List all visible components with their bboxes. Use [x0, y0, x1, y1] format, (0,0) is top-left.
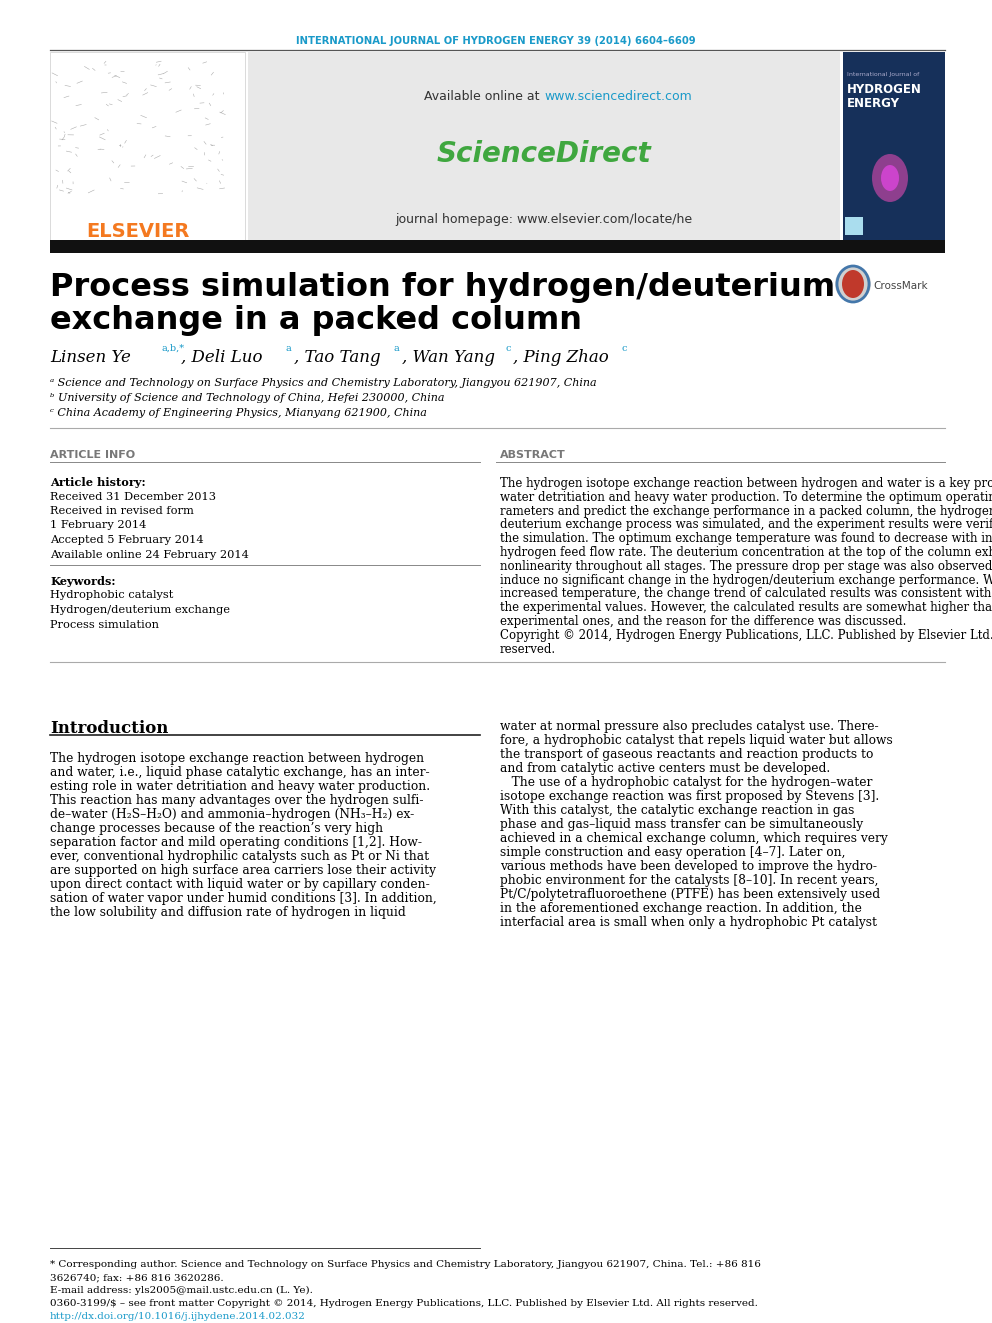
Text: E-mail address: yls2005@mail.ustc.edu.cn (L. Ye).: E-mail address: yls2005@mail.ustc.edu.cn… [50, 1286, 312, 1295]
FancyBboxPatch shape [50, 239, 945, 253]
Text: This reaction has many advantages over the hydrogen sulfi-: This reaction has many advantages over t… [50, 794, 424, 807]
Text: a,b,*: a,b,* [161, 344, 185, 353]
Text: Keywords:: Keywords: [50, 576, 115, 587]
Text: International Journal of: International Journal of [847, 71, 920, 77]
Text: ENERGY: ENERGY [847, 97, 900, 110]
Text: the simulation. The optimum exchange temperature was found to decrease with incr: the simulation. The optimum exchange tem… [500, 532, 992, 545]
Text: Hydrophobic catalyst: Hydrophobic catalyst [50, 590, 174, 601]
Text: upon direct contact with liquid water or by capillary conden-: upon direct contact with liquid water or… [50, 878, 430, 890]
Text: a: a [394, 344, 400, 353]
Text: Process simulation: Process simulation [50, 619, 159, 630]
FancyBboxPatch shape [248, 52, 840, 239]
FancyBboxPatch shape [843, 52, 945, 239]
Text: Pt/C/polytetrafluoroethene (PTFE) has been extensively used: Pt/C/polytetrafluoroethene (PTFE) has be… [500, 888, 880, 901]
Text: increased temperature, the change trend of calculated results was consistent wit: increased temperature, the change trend … [500, 587, 992, 601]
Text: * Corresponding author. Science and Technology on Surface Physics and Chemistry : * Corresponding author. Science and Tech… [50, 1259, 761, 1269]
Text: Introduction: Introduction [50, 720, 169, 737]
Text: ARTICLE INFO: ARTICLE INFO [50, 450, 135, 460]
Text: ABSTRACT: ABSTRACT [500, 450, 565, 460]
Text: a: a [286, 344, 292, 353]
Text: reserved.: reserved. [500, 643, 557, 656]
Text: rameters and predict the exchange performance in a packed column, the hydrogen/: rameters and predict the exchange perfor… [500, 504, 992, 517]
Text: nonlinearity throughout all stages. The pressure drop per stage was also observe: nonlinearity throughout all stages. The … [500, 560, 992, 573]
Text: the transport of gaseous reactants and reaction products to: the transport of gaseous reactants and r… [500, 747, 873, 761]
Text: Hydrogen/deuterium exchange: Hydrogen/deuterium exchange [50, 605, 230, 615]
Text: the low solubility and diffusion rate of hydrogen in liquid: the low solubility and diffusion rate of… [50, 906, 406, 919]
Text: isotope exchange reaction was first proposed by Stevens [3].: isotope exchange reaction was first prop… [500, 790, 879, 803]
Text: simple construction and easy operation [4–7]. Later on,: simple construction and easy operation [… [500, 845, 845, 859]
Text: Received 31 December 2013: Received 31 December 2013 [50, 492, 216, 501]
Text: , Tao Tang: , Tao Tang [294, 349, 381, 366]
Text: INTERNATIONAL JOURNAL OF HYDROGEN ENERGY 39 (2014) 6604–6609: INTERNATIONAL JOURNAL OF HYDROGEN ENERGY… [297, 36, 695, 46]
Text: in the aforementioned exchange reaction. In addition, the: in the aforementioned exchange reaction.… [500, 902, 862, 916]
Text: sation of water vapor under humid conditions [3]. In addition,: sation of water vapor under humid condit… [50, 892, 436, 905]
Text: The hydrogen isotope exchange reaction between hydrogen: The hydrogen isotope exchange reaction b… [50, 751, 425, 765]
Text: Received in revised form: Received in revised form [50, 505, 193, 516]
Text: c: c [505, 344, 511, 353]
Text: Accepted 5 February 2014: Accepted 5 February 2014 [50, 534, 203, 545]
Text: , Wan Yang: , Wan Yang [402, 349, 495, 366]
Text: Process simulation for hydrogen/deuterium: Process simulation for hydrogen/deuteriu… [50, 273, 835, 303]
Text: Linsen Ye: Linsen Ye [50, 349, 131, 366]
Text: With this catalyst, the catalytic exchange reaction in gas: With this catalyst, the catalytic exchan… [500, 804, 854, 818]
Text: Article history:: Article history: [50, 478, 146, 488]
Text: experimental ones, and the reason for the difference was discussed.: experimental ones, and the reason for th… [500, 615, 907, 628]
Text: change processes because of the reaction’s very high: change processes because of the reaction… [50, 822, 383, 835]
Text: and from catalytic active centers must be developed.: and from catalytic active centers must b… [500, 762, 830, 775]
Ellipse shape [881, 165, 899, 191]
Text: de–water (H₂S–H₂O) and ammonia–hydrogen (NH₃–H₂) ex-: de–water (H₂S–H₂O) and ammonia–hydrogen … [50, 808, 415, 822]
Text: Copyright © 2014, Hydrogen Energy Publications, LLC. Published by Elsevier Ltd. : Copyright © 2014, Hydrogen Energy Public… [500, 628, 992, 642]
Text: hydrogen feed flow rate. The deuterium concentration at the top of the column ex: hydrogen feed flow rate. The deuterium c… [500, 546, 992, 560]
Text: ever, conventional hydrophilic catalysts such as Pt or Ni that: ever, conventional hydrophilic catalysts… [50, 849, 430, 863]
Text: , Deli Luo: , Deli Luo [181, 349, 263, 366]
Text: 3626740; fax: +86 816 3620286.: 3626740; fax: +86 816 3620286. [50, 1273, 223, 1282]
Text: Available online 24 February 2014: Available online 24 February 2014 [50, 549, 249, 560]
Text: http://dx.doi.org/10.1016/j.ijhydene.2014.02.032: http://dx.doi.org/10.1016/j.ijhydene.201… [50, 1312, 306, 1320]
Text: and water, i.e., liquid phase catalytic exchange, has an inter-: and water, i.e., liquid phase catalytic … [50, 766, 430, 779]
Text: various methods have been developed to improve the hydro-: various methods have been developed to i… [500, 860, 877, 873]
Text: ELSEVIER: ELSEVIER [86, 222, 189, 241]
Text: 0360-3199/$ – see front matter Copyright © 2014, Hydrogen Energy Publications, L: 0360-3199/$ – see front matter Copyright… [50, 1299, 758, 1308]
Text: ᵃ Science and Technology on Surface Physics and Chemistry Laboratory, Jiangyou 6: ᵃ Science and Technology on Surface Phys… [50, 378, 596, 388]
Text: exchange in a packed column: exchange in a packed column [50, 306, 582, 336]
Text: HYDROGEN: HYDROGEN [847, 83, 922, 97]
Text: induce no significant change in the hydrogen/deuterium exchange performance. Wit: induce no significant change in the hydr… [500, 574, 992, 586]
Text: water detritiation and heavy water production. To determine the optimum operatin: water detritiation and heavy water produ… [500, 491, 992, 504]
Text: c: c [622, 344, 628, 353]
Text: water at normal pressure also precludes catalyst use. There-: water at normal pressure also precludes … [500, 720, 879, 733]
Text: 1 February 2014: 1 February 2014 [50, 520, 147, 531]
Ellipse shape [842, 270, 864, 298]
Text: ᶜ China Academy of Engineering Physics, Mianyang 621900, China: ᶜ China Academy of Engineering Physics, … [50, 407, 427, 418]
Wedge shape [835, 266, 871, 302]
Text: www.sciencedirect.com: www.sciencedirect.com [544, 90, 691, 103]
Text: ScienceDirect: ScienceDirect [436, 140, 652, 168]
Text: CrossMark: CrossMark [873, 280, 928, 291]
Text: are supported on high surface area carriers lose their activity: are supported on high surface area carri… [50, 864, 436, 877]
Text: The use of a hydrophobic catalyst for the hydrogen–water: The use of a hydrophobic catalyst for th… [500, 777, 872, 789]
Text: Available online at: Available online at [425, 90, 544, 103]
FancyBboxPatch shape [845, 217, 863, 235]
Text: journal homepage: www.elsevier.com/locate/he: journal homepage: www.elsevier.com/locat… [396, 213, 692, 226]
Text: phobic environment for the catalysts [8–10]. In recent years,: phobic environment for the catalysts [8–… [500, 875, 879, 886]
Text: interfacial area is small when only a hydrophobic Pt catalyst: interfacial area is small when only a hy… [500, 916, 877, 929]
Ellipse shape [872, 153, 908, 202]
Text: fore, a hydrophobic catalyst that repels liquid water but allows: fore, a hydrophobic catalyst that repels… [500, 734, 893, 747]
Text: The hydrogen isotope exchange reaction between hydrogen and water is a key proce: The hydrogen isotope exchange reaction b… [500, 478, 992, 490]
FancyBboxPatch shape [50, 52, 245, 239]
Text: deuterium exchange process was simulated, and the experiment results were verifi: deuterium exchange process was simulated… [500, 519, 992, 532]
Text: the experimental values. However, the calculated results are somewhat higher tha: the experimental values. However, the ca… [500, 601, 992, 614]
Text: esting role in water detritiation and heavy water production.: esting role in water detritiation and he… [50, 781, 431, 792]
Text: achieved in a chemical exchange column, which requires very: achieved in a chemical exchange column, … [500, 832, 888, 845]
Text: phase and gas–liquid mass transfer can be simultaneously: phase and gas–liquid mass transfer can b… [500, 818, 863, 831]
Text: , Ping Zhao: , Ping Zhao [513, 349, 609, 366]
Text: separation factor and mild operating conditions [1,2]. How-: separation factor and mild operating con… [50, 836, 422, 849]
Text: ᵇ University of Science and Technology of China, Hefei 230000, China: ᵇ University of Science and Technology o… [50, 393, 444, 404]
